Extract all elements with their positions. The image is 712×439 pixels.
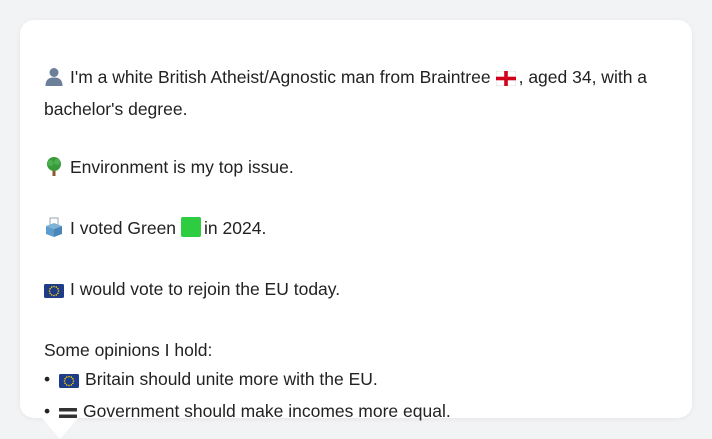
vote-line: I voted Green in 2024. <box>44 214 668 246</box>
bullet: • <box>44 369 51 389</box>
vote-text: I voted Green <box>70 218 177 238</box>
tree-icon <box>44 156 64 185</box>
bullet: • <box>44 401 51 421</box>
opinion-text: Britain should unite more with the EU. <box>85 369 378 389</box>
green-square-icon <box>181 217 202 246</box>
intro-text: I'm a white British Atheist/Agnostic man… <box>70 67 491 87</box>
opinion-text: Government should make incomes more equa… <box>83 401 451 421</box>
list-item: • Government should make incomes more eq… <box>44 397 668 429</box>
intro-line: I'm a white British Atheist/Agnostic man… <box>44 63 668 124</box>
eu-line: I would vote to rejoin the EU today. <box>44 275 668 307</box>
person-silhouette-icon <box>44 66 64 95</box>
eu-flag-icon <box>59 368 80 397</box>
equals-icon <box>59 400 78 429</box>
issue-line: Environment is my top issue. <box>44 153 668 185</box>
profile-card: I'm a white British Atheist/Agnostic man… <box>20 20 692 421</box>
list-item: • Britain should unite more with the EU. <box>44 365 668 397</box>
opinions-heading: Some opinions I hold: <box>44 340 213 360</box>
eu-flag-icon <box>44 278 64 307</box>
eu-text: I would vote to rejoin the EU today. <box>70 279 341 299</box>
vote-text-year: in 2024. <box>204 218 267 238</box>
ballot-box-icon <box>44 217 64 246</box>
england-flag-icon <box>495 66 516 95</box>
issue-text: Environment is my top issue. <box>70 157 294 177</box>
speech-bubble-tail <box>42 418 78 439</box>
intro-text-continued: , aged 34, with a bachelor's degree. <box>44 67 648 119</box>
